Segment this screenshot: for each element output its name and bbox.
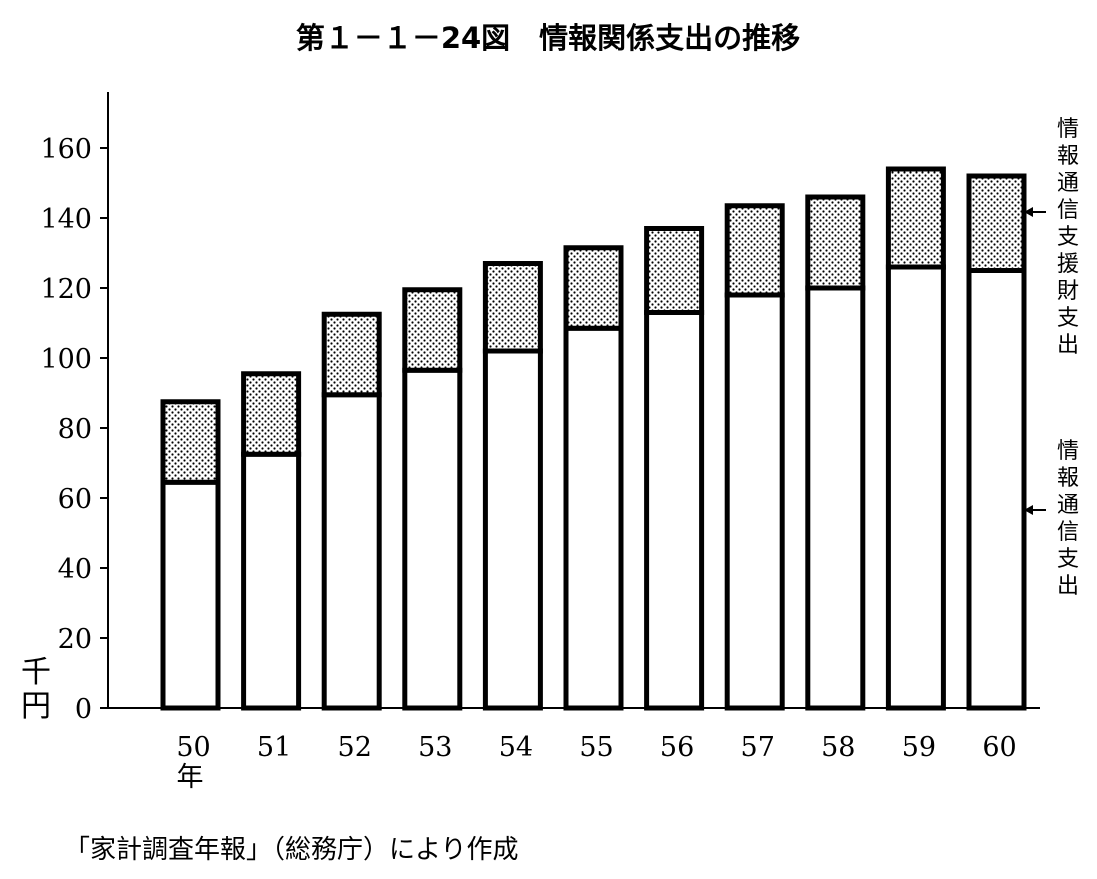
y-tick-label: 40 — [58, 554, 92, 585]
bar-group — [644, 226, 705, 711]
bars — [160, 166, 1027, 711]
bar-support-segment — [885, 166, 946, 270]
y-unit-char-2: 円 — [21, 689, 51, 724]
bar-comm-segment — [724, 292, 785, 711]
bar-group — [563, 245, 624, 711]
legend-char: 信 — [1057, 198, 1079, 223]
bar-comm-segment — [885, 264, 946, 711]
source-note: 「家計調査年報」（総務庁）により作成 — [64, 835, 518, 865]
bar-group — [966, 173, 1027, 711]
bar-comm-segment — [160, 479, 221, 711]
legend-char: 援 — [1057, 252, 1079, 277]
bar-support-segment — [321, 311, 382, 398]
legend-arrowhead-support — [1024, 207, 1033, 217]
y-tick-label: 80 — [58, 414, 92, 445]
x-labels: 50 51 52 53 54 55 56 57 58 59 60 — [176, 732, 1016, 763]
x-tick-label: 57 — [741, 732, 775, 763]
bar-comm-segment — [482, 348, 543, 711]
bar-comm-segment — [644, 310, 705, 711]
bar-support-segment — [482, 261, 543, 354]
y-tick-label: 140 — [40, 204, 92, 235]
x-tick-label: 58 — [821, 732, 855, 763]
bar-group — [482, 261, 543, 711]
bar-comm-segment — [563, 325, 624, 711]
x-tick-label: 51 — [257, 732, 291, 763]
legend-char: 情 — [1057, 439, 1079, 464]
bar-group — [241, 371, 302, 711]
bar-support-segment — [563, 245, 624, 331]
legend-char: 出 — [1057, 333, 1079, 358]
x-tick-label: 56 — [660, 732, 694, 763]
x-tick-label: 52 — [338, 732, 372, 763]
legend-char: 通 — [1057, 493, 1079, 518]
bar-support-segment — [160, 399, 221, 485]
bar-comm-segment — [402, 367, 463, 711]
y-tick-label: 0 — [75, 694, 92, 725]
y-tick-label: 160 — [40, 134, 92, 165]
bar-support-segment — [724, 203, 785, 298]
legend-char: 支 — [1057, 225, 1079, 250]
bar-group — [160, 399, 221, 711]
x-tick-label: 55 — [579, 732, 613, 763]
legend-char: 出 — [1057, 574, 1079, 599]
bar-group — [402, 287, 463, 711]
legend-char: 報 — [1057, 144, 1079, 169]
x-unit-label: 年 — [177, 762, 204, 793]
bar-support-segment — [402, 287, 463, 373]
bar-comm-segment — [805, 285, 866, 711]
bar-group — [805, 194, 866, 711]
legend-char: 信 — [1057, 520, 1079, 545]
legend-char: 財 — [1057, 279, 1079, 304]
legend-char: 報 — [1057, 466, 1079, 491]
bar-group — [724, 203, 785, 711]
legend-char: 支 — [1057, 547, 1079, 572]
bar-comm-segment — [321, 392, 382, 711]
chart-title: 第１－１－24図 情報関係支出の推移 — [296, 21, 800, 55]
y-unit-char-1: 千 — [21, 655, 51, 690]
bar-comm-segment — [241, 451, 302, 711]
legend-char: 情 — [1057, 117, 1079, 142]
y-tick-label: 20 — [58, 624, 92, 655]
x-tick-label: 53 — [418, 732, 452, 763]
bar-group — [885, 166, 946, 711]
bar-support-segment — [805, 194, 866, 291]
bar-support-segment — [644, 226, 705, 315]
legend-char: 通 — [1057, 171, 1079, 196]
x-tick-label: 60 — [982, 732, 1016, 763]
y-ticks: 0 20 40 60 80 100 120 140 160 — [40, 134, 108, 725]
bar-support-segment — [241, 371, 302, 457]
y-tick-label: 60 — [58, 484, 92, 515]
x-tick-label: 50 — [176, 732, 210, 763]
bar-group — [321, 311, 382, 711]
y-tick-label: 120 — [40, 274, 92, 305]
x-tick-label: 59 — [902, 732, 936, 763]
legend-arrowhead-comm — [1024, 505, 1033, 515]
bar-support-segment — [966, 173, 1027, 273]
y-tick-label: 100 — [40, 344, 92, 375]
x-tick-label: 54 — [499, 732, 533, 763]
bar-comm-segment — [966, 268, 1027, 711]
legend-char: 支 — [1057, 306, 1079, 331]
